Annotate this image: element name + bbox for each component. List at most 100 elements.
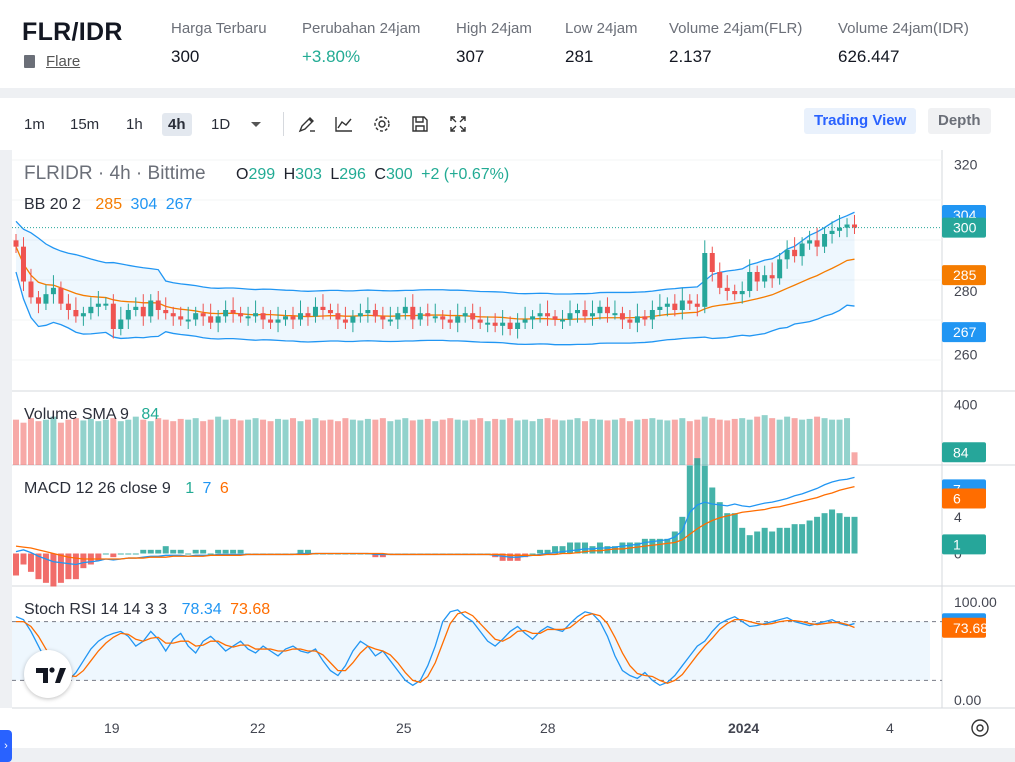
candle-body — [28, 281, 34, 298]
candle-body — [327, 310, 333, 314]
macd-hist-bar — [799, 524, 806, 554]
volume-bar — [125, 419, 132, 465]
volume-bar — [222, 419, 229, 465]
volume-bar — [237, 420, 244, 465]
volume-bar — [649, 418, 656, 465]
coin-link-label[interactable]: Flare — [46, 53, 81, 70]
macd-hist-bar — [110, 553, 117, 558]
macd-hist-bar — [544, 549, 551, 554]
tradingview-logo[interactable] — [24, 650, 72, 698]
candle-body — [492, 322, 498, 326]
left-gutter — [0, 150, 12, 708]
macd-hist-badge-text: 1 — [953, 536, 961, 552]
candle-body — [462, 313, 468, 317]
candle-body — [709, 253, 715, 272]
macd-hist-bar — [724, 513, 731, 554]
macd-hist-bar — [102, 553, 109, 555]
candle-body — [507, 322, 513, 329]
candle-body — [822, 234, 828, 247]
timeframe-1h[interactable]: 1h — [126, 116, 143, 133]
high-value: 303 — [295, 166, 322, 183]
price-tick-label: 280 — [954, 283, 978, 299]
chart-settings-hub — [976, 724, 984, 732]
stoch-d-badge-bg — [942, 617, 986, 638]
volume-bar — [342, 418, 349, 465]
volume-bar — [679, 418, 686, 465]
candle-body — [754, 272, 760, 282]
timeframe-1d[interactable]: 1D — [211, 116, 231, 133]
candle-body — [642, 316, 648, 320]
macd-hist-bar — [125, 553, 132, 555]
macd-hist-bar — [499, 553, 506, 561]
candle-body — [208, 316, 214, 323]
chart-settings-icon[interactable] — [971, 719, 989, 737]
candle-body — [193, 313, 199, 320]
sidebar-toggle[interactable]: › — [0, 730, 12, 762]
timeframe-15m[interactable]: 15m — [70, 116, 100, 133]
candle-body — [619, 313, 625, 320]
volume-bar — [746, 419, 753, 465]
candle-body — [515, 322, 521, 329]
chart-canvas[interactable]: 3202802603043002852674008440761100.000.0… — [0, 98, 1015, 748]
volume-bar — [327, 419, 334, 465]
trading-view-button[interactable]: Trading View — [804, 108, 917, 134]
chevron-down-icon[interactable] — [246, 114, 266, 134]
candle-body — [522, 319, 528, 323]
volume-bar — [492, 418, 499, 465]
macd-hist-bar — [552, 546, 559, 554]
macd-signal-badge-bg — [942, 488, 986, 509]
volume-legend: Volume SMA 9 84 — [24, 406, 159, 424]
candle-body — [425, 313, 431, 317]
macd-legend: MACD 12 26 close 9 1 7 6 — [24, 480, 229, 498]
volume-bar — [252, 418, 259, 465]
volume-bar — [731, 418, 738, 465]
volume-bar — [529, 421, 536, 465]
volume-bar — [439, 419, 446, 465]
macd-hist-bar — [739, 527, 746, 554]
volume-bar — [447, 418, 454, 465]
volume-bar — [245, 419, 252, 465]
timeframe-4h[interactable]: 4h — [162, 113, 192, 136]
candle-body — [747, 272, 753, 291]
stoch-d-badge-text: 73.68 — [953, 620, 988, 636]
stat-label: Harga Terbaru — [171, 20, 267, 37]
candle-body — [402, 306, 408, 314]
gear-icon[interactable] — [372, 114, 392, 134]
volume-bar — [27, 418, 34, 465]
timeframe-1m[interactable]: 1m — [24, 116, 45, 133]
time-axis-label: 28 — [540, 720, 556, 736]
depth-button[interactable]: Depth — [928, 108, 991, 134]
volume-bar — [769, 418, 776, 465]
macd-hist-bar — [746, 535, 753, 554]
draw-pen-icon[interactable] — [297, 114, 317, 134]
candle-body — [679, 300, 685, 310]
coin-link[interactable]: Flare — [24, 53, 81, 70]
candle-body — [140, 306, 146, 317]
volume-tick-label: 400 — [954, 397, 978, 413]
volume-bar — [821, 418, 828, 465]
indicators-icon[interactable] — [334, 114, 354, 134]
candle-body — [567, 313, 573, 320]
macd-hist-bar — [851, 516, 858, 554]
candle-body — [268, 319, 274, 323]
macd-signal-badge: 6 — [942, 488, 986, 509]
candle-body — [200, 313, 206, 317]
stat-volume-flr: Volume 24jam(FLR) 2.137 — [669, 20, 802, 67]
chart-toolbar: 1m 15m 1h 4h 1D Trading View Depth — [0, 98, 1015, 150]
volume-bar — [514, 420, 521, 465]
stat-change-24h: Perubahan 24jam +3.80% — [302, 20, 420, 67]
save-icon[interactable] — [410, 114, 430, 134]
candle-body — [687, 300, 693, 304]
candle-body — [432, 316, 438, 319]
volume-bar — [230, 418, 237, 465]
stat-last-price: Harga Terbaru 300 — [171, 20, 267, 67]
stoch-tick-label: 0.00 — [954, 692, 981, 708]
stat-value: 2.137 — [669, 47, 712, 66]
volume-bar — [57, 422, 64, 465]
volume-bar — [35, 421, 42, 465]
volume-bar — [507, 418, 514, 465]
stat-label: High 24jam — [456, 20, 532, 37]
volume-bar — [799, 419, 806, 465]
volume-badge: 84 — [942, 442, 986, 463]
fullscreen-icon[interactable] — [448, 114, 468, 134]
